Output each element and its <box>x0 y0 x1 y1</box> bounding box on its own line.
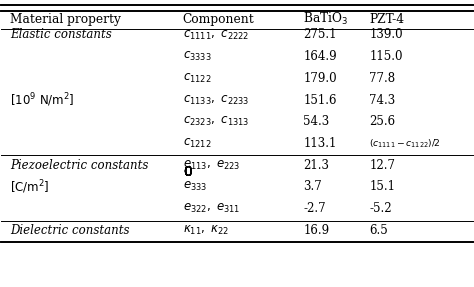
Text: -5.2: -5.2 <box>369 202 392 215</box>
Text: 54.3: 54.3 <box>303 115 329 128</box>
Text: 16.9: 16.9 <box>303 224 329 237</box>
Text: $c_{1133},\ c_{2233}$: $c_{1133},\ c_{2233}$ <box>182 94 249 107</box>
Text: 0: 0 <box>182 165 191 179</box>
Text: $e_{333}$: $e_{333}$ <box>182 180 207 193</box>
Text: Piezoelectric constants: Piezoelectric constants <box>10 159 148 172</box>
Text: 0: 0 <box>182 165 191 179</box>
Text: 0: 0 <box>182 165 191 179</box>
Text: 164.9: 164.9 <box>303 50 337 63</box>
Text: $c_{1122}$: $c_{1122}$ <box>182 72 211 85</box>
Text: 0: 0 <box>182 165 191 179</box>
Text: 12.7: 12.7 <box>369 159 395 172</box>
Text: 139.0: 139.0 <box>369 28 403 41</box>
Text: Elastic constants: Elastic constants <box>10 28 112 41</box>
Text: 0: 0 <box>182 165 191 179</box>
Text: 113.1: 113.1 <box>303 137 337 150</box>
Text: PZT-4: PZT-4 <box>369 13 404 26</box>
Text: 0: 0 <box>182 165 191 179</box>
Text: $c_{1212}$: $c_{1212}$ <box>182 137 211 150</box>
Text: $[10^9\ \mathrm{N/m}^2]$: $[10^9\ \mathrm{N/m}^2]$ <box>10 91 75 109</box>
Text: Component: Component <box>182 13 255 26</box>
Text: 21.3: 21.3 <box>303 159 329 172</box>
Text: 0: 0 <box>182 165 191 179</box>
Text: 0: 0 <box>182 165 191 179</box>
Text: $e_{322},\ e_{311}$: $e_{322},\ e_{311}$ <box>182 202 240 215</box>
Text: $e_{113},\ e_{223}$: $e_{113},\ e_{223}$ <box>182 159 240 172</box>
Text: $c_{2323},\ c_{1313}$: $c_{2323},\ c_{1313}$ <box>182 115 249 128</box>
Text: $(c_{1111}-c_{1122})/2$: $(c_{1111}-c_{1122})/2$ <box>369 137 441 150</box>
Text: 0: 0 <box>182 165 191 179</box>
Text: 275.1: 275.1 <box>303 28 337 41</box>
Text: Dielectric constants: Dielectric constants <box>10 224 130 237</box>
Text: 179.0: 179.0 <box>303 72 337 85</box>
Text: $[\mathrm{C/m}^2]$: $[\mathrm{C/m}^2]$ <box>10 178 50 196</box>
Text: -2.7: -2.7 <box>303 202 326 215</box>
Text: $c_{1111},\ c_{2222}$: $c_{1111},\ c_{2222}$ <box>182 28 249 42</box>
Text: $\kappa_{11},\ \kappa_{22}$: $\kappa_{11},\ \kappa_{22}$ <box>182 224 229 237</box>
Text: 74.3: 74.3 <box>369 94 396 106</box>
Text: 3.7: 3.7 <box>303 181 322 193</box>
Text: 25.6: 25.6 <box>369 115 395 128</box>
Text: $c_{3333}$: $c_{3333}$ <box>182 50 211 63</box>
Text: 151.6: 151.6 <box>303 94 337 106</box>
Text: BaTiO$_3$: BaTiO$_3$ <box>303 11 348 27</box>
Text: 6.5: 6.5 <box>369 224 388 237</box>
Text: 115.0: 115.0 <box>369 50 403 63</box>
Text: 77.8: 77.8 <box>369 72 395 85</box>
Text: Material property: Material property <box>10 13 121 26</box>
Text: 15.1: 15.1 <box>369 181 395 193</box>
Text: 0: 0 <box>182 165 191 179</box>
